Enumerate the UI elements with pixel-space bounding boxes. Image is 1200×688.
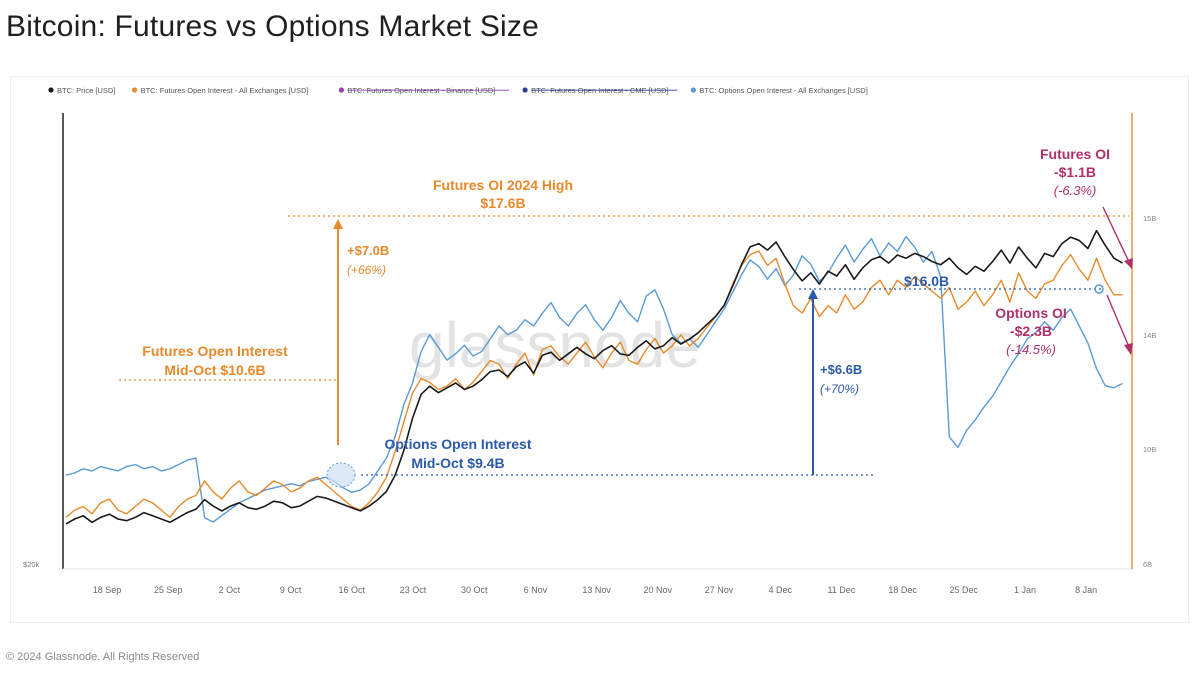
annotation-futures-gain: (+66%)	[347, 263, 386, 277]
legend-label: BTC: Price [USD]	[57, 86, 115, 95]
annotation-futures-high: Futures OI 2024 High	[433, 177, 573, 193]
x-tick-label: 25 Sep	[154, 585, 183, 595]
chart-axes	[62, 113, 1133, 570]
page-title: Bitcoin: Futures vs Options Market Size	[6, 10, 539, 43]
annotation-options-drop: (-14.5%)	[1006, 342, 1056, 357]
x-tick-label: 20 Nov	[644, 585, 673, 595]
chart-svg: BTC: Price [USD] BTC: Futures Open Intere…	[23, 86, 1156, 595]
x-tick-label: 2 Oct	[219, 585, 241, 595]
x-tick-label: 23 Oct	[400, 585, 427, 595]
x-tick-label: 18 Dec	[888, 585, 917, 595]
chart-annotations: Futures OI 2024 High $17.6B +$7.0B (+66%) Fu…	[119, 146, 1133, 488]
watermark: glassnode	[409, 309, 701, 381]
annotation-options-midoct: Mid-Oct $9.4B	[411, 455, 504, 471]
series-line-price	[65, 229, 1123, 525]
annotation-options-drop: Options OI	[995, 305, 1067, 321]
annotation-options-level: $16.0B	[904, 273, 949, 289]
arrow-options-drop-shaft	[1106, 294, 1130, 348]
copyright-footer: © 2024 Glassnode. All Rights Reserved	[6, 651, 200, 663]
chart-card: BTC: Price [USD] BTC: Futures Open Intere…	[10, 76, 1189, 623]
y-right-tick-label: 10B	[1143, 445, 1156, 454]
legend-marker	[690, 87, 697, 93]
x-tick-label: 18 Sep	[93, 585, 122, 595]
x-tick-label: 30 Oct	[461, 585, 488, 595]
annotation-futures-high: $17.6B	[480, 195, 525, 211]
arrow-options-gain-head	[808, 289, 818, 299]
chart-series	[65, 229, 1123, 525]
y-right-tick-label: 14B	[1143, 331, 1156, 340]
watermark-text: glassnode	[409, 309, 701, 381]
annotation-futures-drop: (-6.3%)	[1054, 183, 1097, 198]
x-tick-label: 1 Jan	[1014, 585, 1036, 595]
x-tick-label: 8 Jan	[1075, 585, 1097, 595]
legend-marker	[48, 87, 54, 93]
annotation-futures-midoct: Mid-Oct $10.6B	[164, 362, 265, 378]
legend-marker	[132, 87, 138, 93]
x-tick-label: 25 Dec	[950, 585, 979, 595]
chart-legend: BTC: Price [USD] BTC: Futures Open Intere…	[48, 86, 868, 95]
x-tick-label: 4 Dec	[768, 585, 792, 595]
x-tick-label: 27 Nov	[705, 585, 734, 595]
x-tick-label: 16 Oct	[339, 585, 366, 595]
arrow-futures-gain-head	[333, 219, 343, 229]
x-tick-label: 11 Dec	[827, 585, 855, 595]
annotation-futures-drop: Futures OI	[1040, 146, 1110, 162]
series-line-options-oi	[65, 235, 1123, 523]
legend-label: BTC: Options Open Interest - All Exchang…	[699, 86, 867, 95]
series-line-futures-oi	[65, 250, 1123, 519]
y-right-tick-label: 6B	[1143, 560, 1152, 569]
arrow-futures-drop-shaft	[1102, 206, 1130, 263]
arrow-options-drop-head	[1124, 343, 1133, 355]
legend-label: BTC: Futures Open Interest - All Exchang…	[141, 86, 309, 95]
legend-marker	[338, 87, 344, 93]
options-peak-marker	[1094, 284, 1104, 294]
annotation-options-gain: +$6.6B	[820, 362, 862, 377]
annotation-futures-gain: +$7.0B	[347, 243, 389, 258]
chart-ticks: 18 Sep 25 Sep 2 Oct 9 Oct 16 Oct 23 Oct 30 Oct…	[23, 214, 1156, 595]
y-left-tick-label: $20k	[23, 560, 40, 569]
annotation-futures-midoct: Futures Open Interest	[142, 343, 288, 359]
x-tick-label: 13 Nov	[582, 585, 611, 595]
legend-marker	[522, 87, 528, 93]
arrow-futures-drop-head	[1124, 258, 1133, 269]
annotation-futures-drop: -$1.1B	[1054, 164, 1096, 180]
x-tick-label: 6 Nov	[524, 585, 548, 595]
options-midoct-marker	[326, 462, 356, 488]
annotation-options-midoct: Options Open Interest	[384, 436, 531, 452]
y-right-tick-label: 15B	[1143, 214, 1156, 223]
annotation-options-drop: -$2.3B	[1010, 323, 1052, 339]
x-tick-label: 9 Oct	[280, 585, 302, 595]
annotation-options-gain: (+70%)	[820, 382, 859, 396]
